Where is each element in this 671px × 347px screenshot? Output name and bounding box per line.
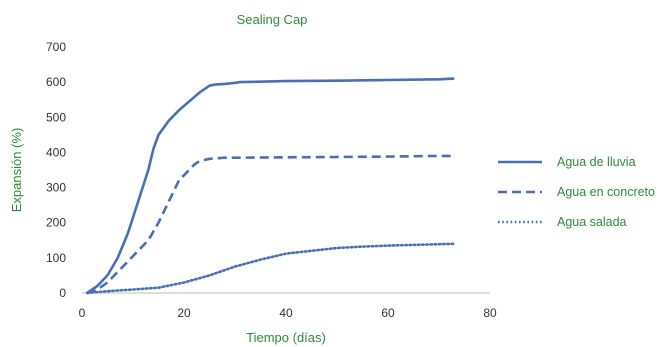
legend-label-0: Agua de lluvia bbox=[557, 155, 636, 169]
series-line-1 bbox=[86, 154, 455, 295]
y-axis-title: Expansión (%) bbox=[9, 128, 24, 213]
y-tick-label: 0 bbox=[59, 286, 66, 300]
series-line-2 bbox=[85, 242, 456, 295]
chart-title: Sealing Cap bbox=[237, 12, 308, 27]
y-tick-label: 400 bbox=[46, 145, 66, 159]
legend: Agua de lluvia Agua en concreto Agua salad… bbox=[498, 155, 655, 229]
y-tick-label: 700 bbox=[46, 40, 66, 54]
y-tick-label: 200 bbox=[46, 216, 66, 230]
x-tick-label: 0 bbox=[79, 306, 86, 320]
axes: 0 100 200 300 400 500 600 700 0 20 40 60 80 bbox=[46, 40, 497, 320]
y-tick-label: 500 bbox=[46, 110, 66, 124]
legend-label-1: Agua en concreto bbox=[557, 185, 655, 199]
x-tick-label: 40 bbox=[279, 306, 293, 320]
x-tick-label: 60 bbox=[381, 306, 395, 320]
x-tick-label: 20 bbox=[177, 306, 191, 320]
y-tick-label: 600 bbox=[46, 75, 66, 89]
series-layer bbox=[85, 77, 456, 295]
x-tick-label: 80 bbox=[483, 306, 497, 320]
series-line-0 bbox=[86, 77, 455, 295]
y-tick-label: 300 bbox=[46, 181, 66, 195]
legend-label-2: Agua salada bbox=[557, 215, 627, 229]
y-tick-label: 100 bbox=[46, 251, 66, 265]
x-axis-title: Tiempo (días) bbox=[246, 330, 326, 345]
